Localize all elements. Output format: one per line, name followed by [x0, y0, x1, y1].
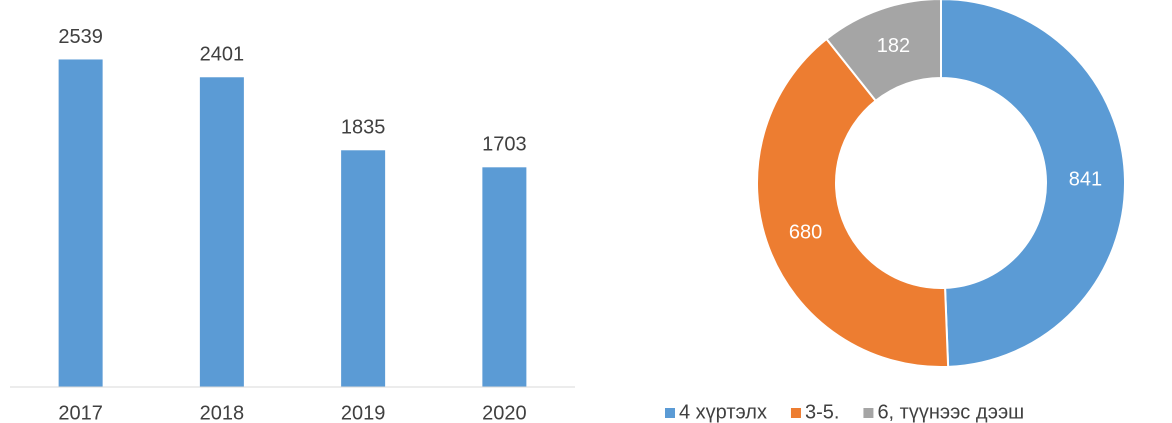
legend-label: 6, түүнээс дээш [877, 401, 1024, 423]
data-label: 680 [789, 222, 822, 244]
bar [199, 77, 244, 388]
bar [341, 150, 386, 387]
data-label: 2539 [58, 26, 103, 48]
data-label: 1703 [482, 134, 527, 156]
legend-label: 4 хүртэлх [679, 401, 767, 423]
data-label: 841 [1069, 168, 1102, 190]
data-label: 182 [877, 35, 910, 57]
data-label: 1835 [341, 117, 386, 139]
donut-segment [825, 0, 942, 103]
donut-segment [756, 37, 950, 368]
legend-swatch [790, 408, 801, 418]
x-tick-label: 2020 [482, 402, 527, 423]
legend-label: 3-5. [805, 401, 839, 423]
x-tick-label: 2017 [58, 402, 103, 423]
legend-swatch [863, 408, 874, 418]
legend-swatch [665, 408, 675, 418]
x-tick-label: 2019 [341, 402, 386, 423]
donut-segment [940, 0, 1126, 368]
x-tick-label: 2018 [200, 402, 245, 423]
data-label: 2401 [200, 44, 245, 66]
bar [482, 167, 527, 387]
bar [58, 59, 103, 388]
